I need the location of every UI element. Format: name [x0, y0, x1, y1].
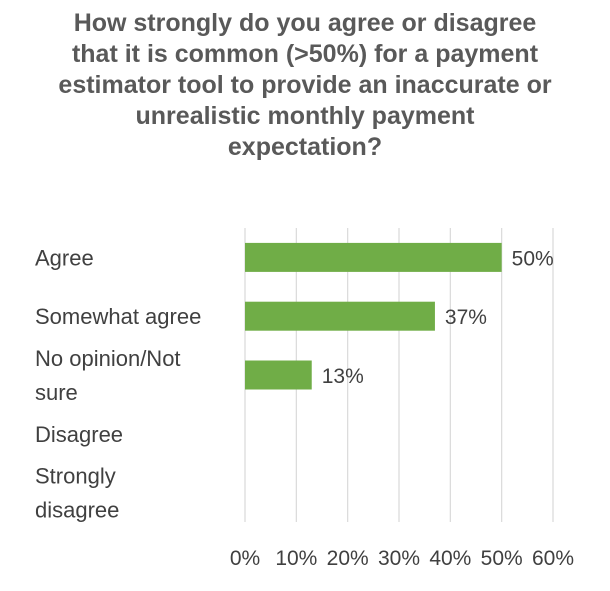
bar-somewhat-agree [245, 301, 435, 331]
x-axis-tick-labels: 0% 10% 20% 30% 40% 50% 60% [230, 547, 574, 570]
x-tick-label: 60% [532, 547, 574, 570]
chart-title: How strongly do you agree or disagree th… [58, 9, 552, 161]
x-tick-label: 40% [429, 547, 471, 570]
x-tick-label: 0% [230, 547, 260, 570]
x-tick-label: 50% [481, 547, 523, 570]
category-labels: Agree Somewhat agree No opinion/Not sure Dis… [35, 245, 201, 522]
x-tick-label: 10% [275, 547, 317, 570]
x-tick-label: 30% [378, 547, 420, 570]
data-labels: 50% 37% 13% [322, 247, 554, 388]
category-label: Strongly disagree [35, 464, 119, 523]
bar-no-opinion-not-sure [245, 360, 312, 390]
data-label: 50% [512, 247, 554, 270]
bars [245, 242, 502, 390]
x-tick-label: 20% [327, 547, 369, 570]
data-label: 13% [322, 365, 364, 388]
data-label: 37% [445, 306, 487, 329]
category-label: Somewhat agree [35, 304, 201, 329]
bar-agree [245, 242, 502, 272]
category-label: Disagree [35, 422, 123, 447]
category-label: Agree [35, 245, 94, 270]
category-label: No opinion/Not sure [35, 346, 181, 405]
